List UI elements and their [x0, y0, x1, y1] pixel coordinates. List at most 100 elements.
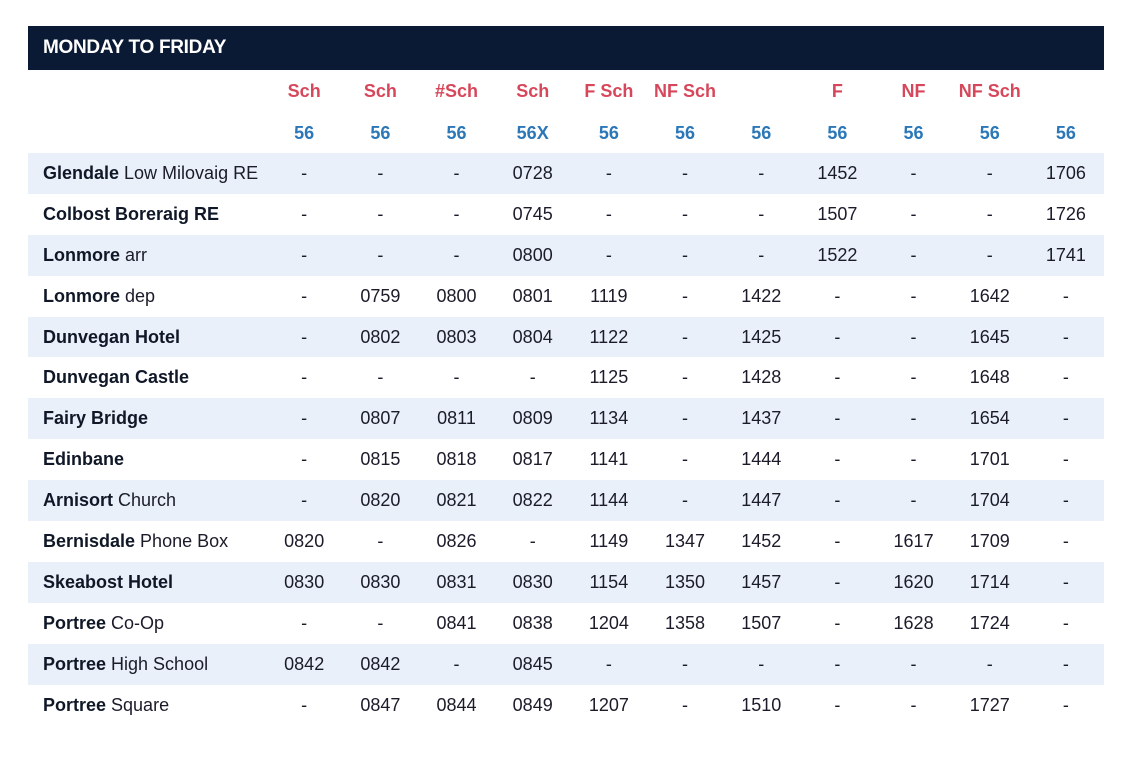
- departure-time: 0830: [342, 561, 419, 603]
- departure-time: 1654: [951, 398, 1028, 440]
- route-number: 56: [294, 122, 315, 143]
- departure-time: 1452: [741, 530, 782, 551]
- departure-time: -: [453, 203, 460, 224]
- departure-time: -: [1027, 561, 1104, 603]
- departure-time: -: [799, 316, 876, 358]
- departure-time: 0841: [436, 612, 477, 633]
- departure-time: -: [875, 643, 952, 685]
- departure-time: -: [301, 367, 308, 388]
- departure-time: -: [1062, 449, 1069, 470]
- departure-time: -: [1027, 398, 1104, 440]
- departure-time: -: [646, 398, 724, 440]
- stop-name: Fairy Bridge: [28, 398, 267, 440]
- stop-name-detail: Phone Box: [135, 530, 229, 551]
- departure-time: 0811: [418, 398, 495, 440]
- departure-time: -: [646, 316, 724, 358]
- departure-time: 0847: [360, 694, 401, 715]
- departure-time: 1507: [741, 612, 782, 633]
- stop-name-main: Dunvegan Hotel: [43, 326, 181, 347]
- departure-time: 1714: [951, 561, 1028, 603]
- departure-time: 1706: [1027, 153, 1104, 194]
- route-number: 56: [370, 122, 391, 143]
- stop-name-detail: High School: [106, 653, 209, 674]
- stop-name-detail: dep: [120, 285, 156, 306]
- departure-time: 0831: [418, 561, 495, 603]
- departure-time: -: [910, 449, 917, 470]
- stop-name-detail: Church: [113, 490, 177, 511]
- route-number: 56: [827, 122, 848, 143]
- departure-time: -: [301, 449, 308, 470]
- service-note: NF Sch: [958, 81, 1021, 101]
- departure-time: -: [875, 153, 952, 194]
- departure-time: 0842: [266, 643, 343, 685]
- stop-name: Lonmore arr: [28, 234, 267, 276]
- departure-time: 0826: [436, 530, 477, 551]
- departure-time: -: [453, 367, 460, 388]
- departure-time: 1207: [588, 694, 629, 715]
- stop-name-main: Edinbane: [43, 449, 125, 470]
- departure-time: 0800: [494, 234, 571, 276]
- route-number: 56: [979, 122, 1000, 143]
- departure-time: -: [1062, 285, 1069, 306]
- departure-time: -: [682, 285, 689, 306]
- stop-name-main: Portree: [43, 694, 107, 715]
- departure-time: -: [1062, 530, 1069, 551]
- departure-time: 1447: [723, 480, 800, 522]
- departure-time: -: [377, 203, 384, 224]
- departure-time: -: [570, 153, 647, 194]
- departure-time: 1444: [741, 449, 782, 470]
- departure-time: 1628: [893, 612, 934, 633]
- stop-name-detail: Low Milovaig RE: [119, 162, 259, 183]
- departure-time: 1704: [951, 480, 1028, 522]
- departure-time: 1425: [723, 316, 800, 358]
- departure-time: -: [875, 398, 952, 440]
- departure-time: -: [1062, 612, 1069, 633]
- departure-time: 1507: [817, 203, 858, 224]
- departure-time: 0807: [342, 398, 419, 440]
- timetable-body: Sch Sch #Sch Sch F Sch NF Sch F NF NF Sch 56 56 56…: [28, 70, 1104, 725]
- service-note: #Sch: [435, 81, 479, 101]
- route-number: 56X: [516, 122, 549, 143]
- stop-name-main: Lonmore: [43, 244, 121, 265]
- departure-time: 1645: [951, 316, 1028, 358]
- stop-name-main: Skeabost Hotel: [43, 571, 174, 592]
- service-note: Sch: [516, 81, 550, 101]
- departure-time: 1149: [589, 530, 629, 551]
- departure-time: -: [1027, 316, 1104, 358]
- stop-row: Glendale Low Milovaig RE - - -0728- - -1452- -…: [28, 153, 1104, 194]
- stop-row: Portree High School 0842 0842-0845- - - - - - -: [28, 643, 1104, 685]
- departure-time: -: [682, 694, 689, 715]
- stop-name-detail: arr: [120, 244, 148, 265]
- departure-time: 1617: [893, 530, 934, 551]
- stop-name-main: Lonmore: [43, 285, 121, 306]
- timetable-grid: Sch Sch #Sch Sch F Sch NF Sch F NF NF Sch 56 56 56…: [28, 70, 1104, 725]
- departure-time: -: [646, 153, 724, 194]
- departure-time: -: [758, 203, 765, 224]
- departure-time: -: [377, 367, 384, 388]
- departure-time: -: [799, 561, 876, 603]
- departure-time: 1724: [969, 612, 1010, 633]
- stop-row: Bernisdale Phone Box 0820 - 0826 - 1149 1347 14…: [28, 521, 1104, 562]
- stop-name-main: Portree: [43, 653, 107, 674]
- stop-row: Fairy Bridge -0807 0811 0809 1134-1437- -1654…: [28, 398, 1104, 440]
- departure-time: -: [834, 449, 841, 470]
- stop-name-detail: Square: [106, 694, 170, 715]
- departure-time: 1727: [969, 694, 1010, 715]
- route-number: 56: [903, 122, 924, 143]
- departure-time: -: [1027, 480, 1104, 522]
- route-numbers-row: 56 56 56 56X 56 56 56 56 56 56 56: [28, 113, 1104, 153]
- departure-time: -: [682, 449, 689, 470]
- departure-time: -: [875, 480, 952, 522]
- departure-time: -: [418, 234, 495, 276]
- departure-time: -: [301, 203, 308, 224]
- departure-time: 0820: [284, 530, 325, 551]
- stop-row: Edinbane - 0815 0818 0817 1141 - 1444 - - 1701 -: [28, 439, 1104, 480]
- day-banner: MONDAY TO FRIDAY: [28, 26, 1104, 70]
- departure-time: 0818: [436, 449, 477, 470]
- route-number: 56: [598, 122, 619, 143]
- departure-time: 1709: [969, 530, 1010, 551]
- departure-time: 0821: [418, 480, 495, 522]
- departure-time: -: [723, 643, 800, 685]
- departure-time: -: [377, 530, 384, 551]
- departure-time: 1648: [969, 367, 1010, 388]
